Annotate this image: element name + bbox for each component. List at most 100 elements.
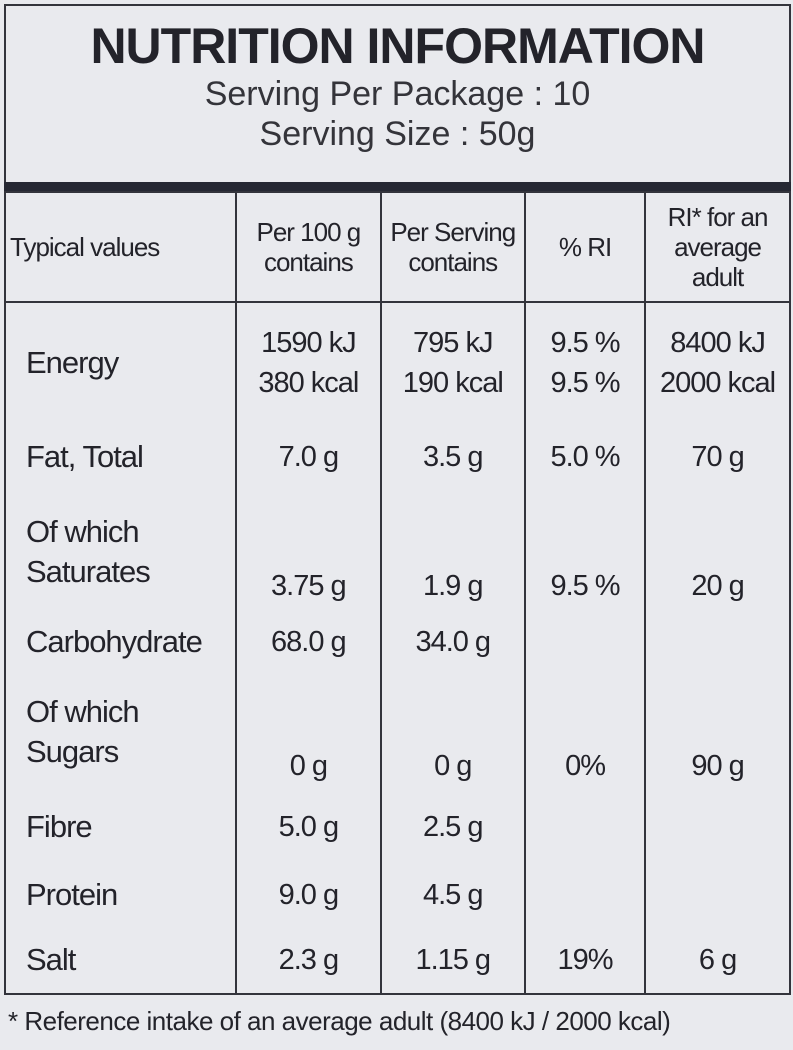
table-row: Of which Saturates 3.75 g 1.9 g 9.5 % 20 g [3, 492, 791, 612]
row-label: Fibre [3, 792, 238, 862]
column-header: Per Serving contains [379, 191, 526, 303]
column-header: Typical values [3, 191, 238, 303]
cell: 9.5 % 9.5 % [523, 302, 647, 422]
text-line: 380 kcal [258, 366, 359, 399]
text-line: 3.5 g [423, 441, 484, 473]
cell [644, 612, 791, 672]
text-line: contains [408, 247, 498, 277]
text-line: 20 g [691, 570, 744, 602]
text-line: 190 kcal [402, 366, 504, 399]
row-label: Energy [3, 302, 238, 422]
row-label: Carbohydrate [3, 612, 238, 672]
text-line: 2.3 g [278, 944, 340, 976]
header-line: Serving Per Package : 10 [204, 75, 591, 113]
text-line: adult [691, 262, 744, 292]
table-row: Fat, Total 7.0 g 3.5 g 5.0 % 70 g [3, 422, 791, 492]
column-header: RI* for an average adult [644, 191, 791, 303]
row-label: Fat, Total [3, 422, 238, 492]
text-line: Fat, Total [26, 439, 144, 474]
text-line: 90 g [691, 750, 744, 782]
text-line: Sugars [26, 734, 119, 769]
text-line: % RI [558, 232, 612, 262]
nutrition-table: Typical values Per 100 g contains Per Servi… [3, 191, 791, 995]
title: NUTRITION INFORMATION [90, 18, 705, 74]
text-line: average [674, 232, 762, 262]
text-line: 1.15 g [415, 944, 491, 976]
text-line: Per Serving [390, 217, 516, 247]
text-line: 2000 kcal [659, 366, 776, 399]
text-line: 70 g [691, 441, 744, 473]
cell: 90 g [644, 672, 791, 792]
cell: 9.0 g [235, 862, 382, 927]
cell: 4.5 g [379, 862, 526, 927]
cell [644, 792, 791, 862]
row-label: Of which Sugars [3, 672, 238, 792]
text-line: 9.0 g [278, 878, 340, 911]
row-label: Protein [3, 862, 238, 927]
text-line: Of which [26, 694, 140, 729]
cell [644, 862, 791, 927]
table-row: Of which Sugars 0 g 0 g 0% 90 g [3, 672, 791, 792]
header: NUTRITION INFORMATION Serving Per Packag… [4, 4, 791, 184]
cell: 0 g [379, 672, 526, 792]
cell: 5.0 % [523, 422, 647, 492]
text-line: Of which [26, 514, 140, 549]
text-line: 0 g [434, 750, 472, 782]
text-line: RI* for an [667, 202, 769, 232]
cell: 19% [523, 927, 647, 995]
cell [523, 792, 647, 862]
table-row: Carbohydrate 68.0 g 34.0 g [3, 612, 791, 672]
text-line: 5.0 % [550, 441, 620, 473]
text-line: Carbohydrate [26, 624, 203, 659]
text-line: Salt [26, 942, 76, 977]
cell: 8400 kJ 2000 kcal [644, 302, 791, 422]
text-line: Fibre [26, 809, 93, 844]
cell: 3.75 g [235, 492, 382, 612]
table-row: Fibre 5.0 g 2.5 g [3, 792, 791, 862]
table-body: Energy 1590 kJ 380 kcal 795 kJ 190 kcal 9.5 %… [3, 302, 791, 995]
row-label: Of which Saturates [3, 492, 238, 612]
text-line: 2.5 g [423, 811, 484, 843]
footnote: * Reference intake of an average adult (… [8, 1006, 671, 1036]
cell: 1.9 g [379, 492, 526, 612]
cell [523, 612, 647, 672]
text-line: 0% [565, 750, 606, 782]
cell: 70 g [644, 422, 791, 492]
column-header: Per 100 g contains [235, 191, 382, 303]
divider [4, 182, 791, 191]
text-line: 1590 kJ [261, 326, 357, 359]
text-line: 5.0 g [278, 811, 340, 843]
text-line: 9.5 % [550, 366, 620, 399]
text-line: 8400 kJ [670, 326, 766, 359]
text-line: Per 100 g [256, 217, 361, 247]
cell: 1.15 g [379, 927, 526, 995]
table-row: Energy 1590 kJ 380 kcal 795 kJ 190 kcal 9.5 %… [3, 302, 791, 422]
cell: 5.0 g [235, 792, 382, 862]
cell: 34.0 g [379, 612, 526, 672]
text-line: Energy [26, 344, 119, 380]
table-row: Protein 9.0 g 4.5 g [3, 862, 791, 927]
cell: 9.5 % [523, 492, 647, 612]
text-line: 9.5 % [550, 326, 620, 359]
text-line: 9.5 % [550, 570, 620, 602]
text-line: 6 g [698, 944, 737, 976]
cell: 2.5 g [379, 792, 526, 862]
cell: 3.5 g [379, 422, 526, 492]
cell [523, 862, 647, 927]
text-line: 4.5 g [423, 878, 484, 911]
row-label: Salt [3, 927, 238, 995]
text-line: 19% [557, 944, 614, 976]
column-header: % RI [523, 191, 647, 303]
cell: 2.3 g [235, 927, 382, 995]
cell: 0% [523, 672, 647, 792]
cell: 6 g [644, 927, 791, 995]
cell: 7.0 g [235, 422, 382, 492]
text-line: 68.0 g [271, 626, 347, 658]
text-line: 795 kJ [413, 326, 493, 359]
cell: 1590 kJ 380 kcal [235, 302, 382, 422]
cell: 68.0 g [235, 612, 382, 672]
header-row: Typical values Per 100 g contains Per Servi… [3, 191, 791, 303]
text-line: 0 g [289, 750, 328, 782]
